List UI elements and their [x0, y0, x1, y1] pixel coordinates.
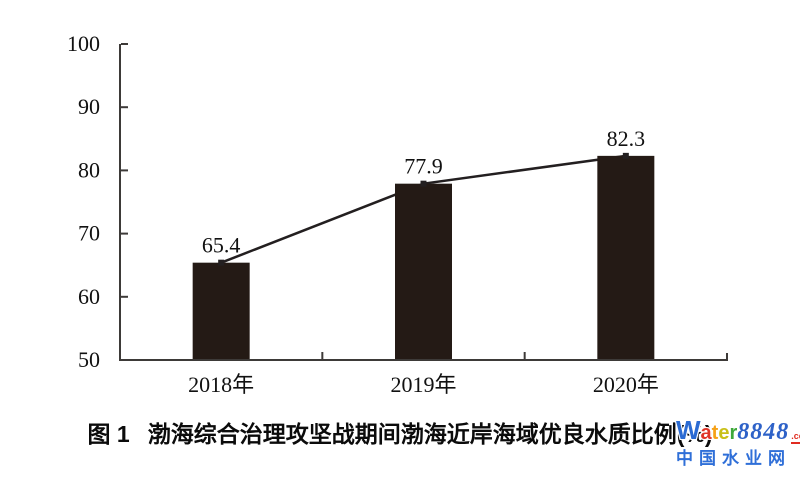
axis — [119, 44, 728, 361]
y-axis-label-50: 50 — [78, 347, 100, 372]
watermark-letter-e: e — [718, 422, 730, 444]
watermark-brand-letters: Water — [676, 417, 737, 443]
x-axis-label-2019年: 2019年 — [390, 372, 456, 397]
watermark-letter-W: W — [676, 415, 701, 445]
y-axis-label-80: 80 — [78, 157, 100, 182]
figure-number: 图 1 — [87, 421, 130, 447]
watermark-letter-a: a — [700, 422, 712, 444]
marker-2018年 — [218, 259, 225, 266]
figure-title: 渤海综合治理攻坚战期间渤海近岸海域优良水质比例(%) — [147, 421, 713, 447]
bar-2018年 — [192, 262, 250, 360]
bar-2020年 — [597, 155, 655, 360]
bar-line-chart: 50 60 70 80 90 100 2018年 2019年 2020年 65.4 77.9 82.3 — [67, 31, 728, 397]
value-label-2020年: 82.3 — [607, 126, 646, 151]
watermark-site-name: 中国水业网 — [676, 449, 791, 468]
x-axis-label-2018年: 2018年 — [188, 372, 254, 397]
value-label-2019年: 77.9 — [404, 154, 443, 179]
y-axis-label-90: 90 — [78, 94, 100, 119]
y-axis-label-70: 70 — [78, 221, 100, 246]
watermark-domain-suffix: .com — [791, 432, 800, 444]
bar-2019年 — [395, 183, 452, 360]
marker-2019年 — [420, 180, 427, 187]
value-label-2018年: 65.4 — [202, 233, 241, 258]
figure-caption: 图 1 渤海综合治理攻坚战期间渤海近岸海域优良水质比例(%) — [0, 415, 800, 449]
watermark-letter-t: t — [711, 422, 719, 444]
watermark-brand-number: 8848 — [737, 419, 790, 445]
x-axis-label-2020年: 2020年 — [593, 372, 659, 397]
y-axis-label-60: 60 — [78, 284, 100, 309]
marker-2020年 — [622, 152, 629, 159]
y-axis-label-100: 100 — [67, 31, 100, 56]
watermark-letter-r: r — [729, 422, 738, 444]
